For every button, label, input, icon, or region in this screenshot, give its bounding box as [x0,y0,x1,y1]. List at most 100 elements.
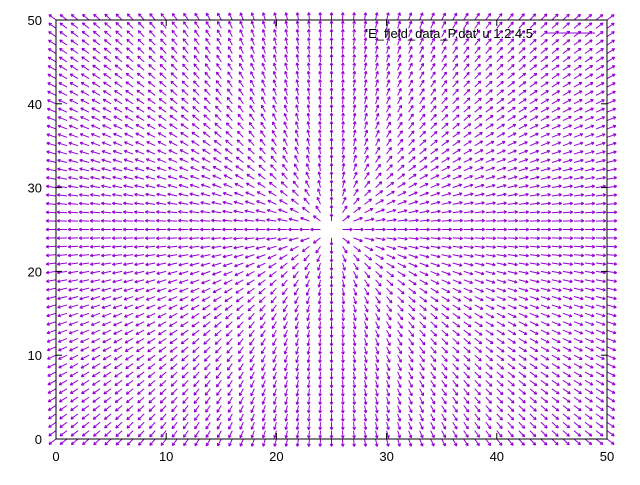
field-vector-head [179,184,182,185]
field-vector-head [284,368,285,371]
field-vector-head [168,176,171,177]
field-vector-head [389,21,390,24]
field-vector-head [80,159,83,160]
field-vector-head [367,113,368,116]
field-vector-head [170,98,173,99]
field-vector-head [194,401,195,404]
field-vector-head [356,155,357,158]
field-vector-head [150,434,151,437]
field-vector-head [227,350,228,353]
field-vector-head [127,56,130,57]
field-vector-head [58,142,61,143]
field-vector-head [389,63,390,66]
field-vector-head [274,427,275,430]
field-vector-head [183,400,184,403]
field-vector-head [116,31,119,32]
field-vector-head [161,434,162,437]
field-vector-head [60,15,63,16]
field-vector-head [205,367,206,370]
field-vector-head [237,148,240,149]
field-vector-head [393,249,396,250]
field-vector-head [205,384,206,387]
field-vector-head [274,435,275,438]
field-vector-head [138,65,141,66]
field-vector-head [274,410,275,413]
field-vector-head [93,40,96,41]
field-vector-head [159,90,162,91]
field-vector-head [193,106,196,107]
field-vector-head [262,435,263,438]
field-vector-head [102,168,105,169]
field-vector-head [69,151,72,152]
field-vector-head [307,318,308,321]
field-vector-head [378,71,379,74]
field-vector-head [318,267,319,270]
field-vector-head [216,359,217,362]
field-vector-head [234,201,237,202]
field-vector-head [172,426,173,429]
field-vector-head [104,40,107,41]
field-vector-head [296,351,297,354]
field-vector-head [358,198,359,201]
field-vector-head [212,193,215,194]
field-vector-head [94,23,97,24]
field-vector-head [401,293,404,294]
field-vector-head [182,98,185,99]
field-vector-head [146,176,149,177]
field-vector-head [367,96,368,99]
field-vector-head [127,48,130,49]
field-vector-head [69,142,72,143]
field-vector-head [183,392,184,395]
field-vector-head [378,55,379,58]
field-vector-head [194,384,195,387]
field-vector-head [400,13,401,16]
field-vector-head [249,317,250,320]
field-vector-head [378,88,379,91]
field-vector-head [172,400,173,403]
field-vector-head [149,73,152,74]
field-vector-head [102,159,105,160]
field-vector-head [345,189,346,192]
field-vector-head [115,56,118,57]
field-vector-head [285,402,286,405]
field-vector-head [171,90,174,91]
field-vector-head [91,159,94,160]
field-vector-head [105,23,108,24]
field-vector-head [355,138,356,141]
field-vector-head [201,184,204,185]
field-vector-head [126,65,129,66]
field-vector-head [83,14,86,15]
field-vector-head [161,426,162,429]
field-vector-head [139,442,140,445]
field-vector-head [80,142,83,143]
field-vector-head [47,142,50,143]
field-vector-head [249,325,250,328]
field-vector-head [80,151,83,152]
field-vector-head [238,342,239,345]
field-vector-head [171,81,174,82]
field-vector-head [227,359,228,362]
field-vector-head [369,181,370,184]
field-vector-head [226,140,229,141]
field-vector-head [215,132,218,133]
field-vector-head [415,258,418,259]
field-vector-head [282,283,283,286]
field-vector-head [380,173,381,176]
field-vector-head [262,443,263,446]
field-vector-head [344,180,345,183]
field-vector-head [367,122,368,125]
field-vector-head [274,443,275,446]
field-vector-head [91,151,94,152]
field-vector-head [161,443,162,446]
field-vector-head [390,285,393,286]
field-vector-head [138,56,141,57]
field-vector-head [94,14,97,15]
field-vector-head [116,39,119,40]
field-vector-head [227,342,228,345]
field-vector-head [402,139,403,142]
field-vector-head [367,105,368,108]
field-vector-head [124,159,127,160]
field-vector-head [135,176,138,177]
field-vector-head [124,167,127,168]
